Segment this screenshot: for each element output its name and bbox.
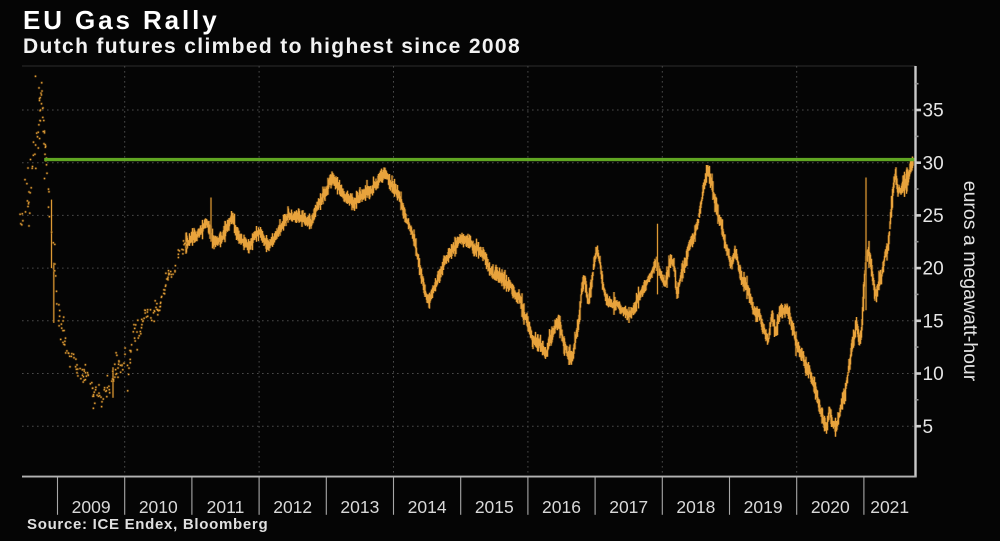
svg-text:2011: 2011 — [207, 497, 245, 517]
svg-text:2012: 2012 — [273, 497, 312, 517]
svg-text:2013: 2013 — [340, 497, 379, 517]
svg-text:2021: 2021 — [870, 497, 909, 517]
svg-text:2015: 2015 — [475, 497, 514, 517]
svg-text:25: 25 — [923, 206, 944, 227]
svg-text:2014: 2014 — [408, 497, 447, 517]
svg-text:2009: 2009 — [72, 497, 111, 517]
svg-text:2010: 2010 — [139, 497, 178, 517]
svg-text:2017: 2017 — [609, 497, 648, 517]
svg-text:euros a megawatt-hour: euros a megawatt-hour — [959, 181, 981, 382]
svg-text:15: 15 — [923, 311, 944, 332]
svg-text:2019: 2019 — [744, 497, 783, 517]
svg-text:30: 30 — [923, 153, 944, 174]
svg-text:20: 20 — [923, 259, 944, 280]
svg-text:2018: 2018 — [676, 497, 715, 517]
svg-text:5: 5 — [923, 417, 934, 438]
svg-text:35: 35 — [923, 101, 944, 122]
svg-text:2016: 2016 — [542, 497, 581, 517]
svg-text:10: 10 — [923, 364, 944, 385]
svg-text:2020: 2020 — [811, 497, 850, 517]
